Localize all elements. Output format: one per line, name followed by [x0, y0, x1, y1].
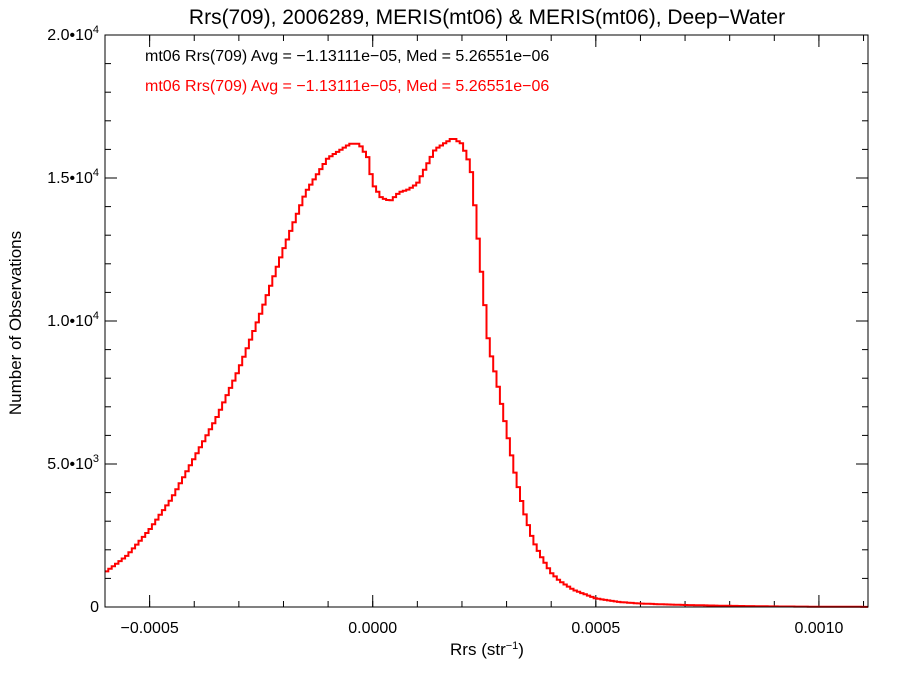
data-layer — [105, 138, 868, 608]
plot-frame — [104, 34, 869, 608]
y-tick-label-base: 5.0•10 — [47, 456, 93, 473]
y-tick-label: 2.0•104 — [47, 24, 99, 44]
y-tick-label-exponent: 3 — [93, 453, 99, 465]
y-tick-label: 0 — [90, 599, 99, 616]
y-tick-label-base: 1.5•10 — [47, 170, 93, 187]
x-tick-label: 0.0000 — [348, 620, 397, 637]
x-axis-label-main: Rrs (str — [450, 640, 506, 659]
y-tick-label-exponent: 4 — [93, 167, 99, 179]
annotation-line-2: mt06 Rrs(709) Avg = −1.13111e−05, Med = … — [145, 78, 549, 95]
series-0-histogram-line — [105, 138, 868, 608]
y-tick-label-base: 0 — [90, 599, 99, 616]
y-tick-label-base: 1.0•10 — [47, 313, 93, 330]
x-tick-label: 0.0010 — [794, 620, 843, 637]
annotation-line-1: mt06 Rrs(709) Avg = −1.13111e−05, Med = … — [145, 48, 549, 65]
axes-layer: −0.0005 0.0000 0.0005 0.001005.0•1031.0•104… — [47, 24, 868, 637]
x-axis-label-superscript: −1 — [506, 640, 519, 652]
x-tick-label: −0.0005 — [120, 620, 178, 637]
chart-title: Rrs(709), 2006289, MERIS(mt06) & MERIS(m… — [189, 6, 785, 29]
y-tick-label: 1.5•104 — [47, 167, 99, 187]
y-tick-label: 5.0•103 — [47, 453, 99, 473]
x-axis-label-close: ) — [518, 640, 524, 659]
y-tick-label-base: 2.0•10 — [47, 27, 93, 44]
x-tick-label: 0.0005 — [571, 620, 620, 637]
y-tick-label-exponent: 4 — [93, 310, 99, 322]
y-tick-label: 1.0•104 — [47, 310, 99, 330]
y-axis-label: Number of Observations — [6, 231, 25, 415]
y-tick-label-exponent: 4 — [93, 24, 99, 36]
x-axis-label: Rrs (str−1) — [450, 640, 524, 659]
